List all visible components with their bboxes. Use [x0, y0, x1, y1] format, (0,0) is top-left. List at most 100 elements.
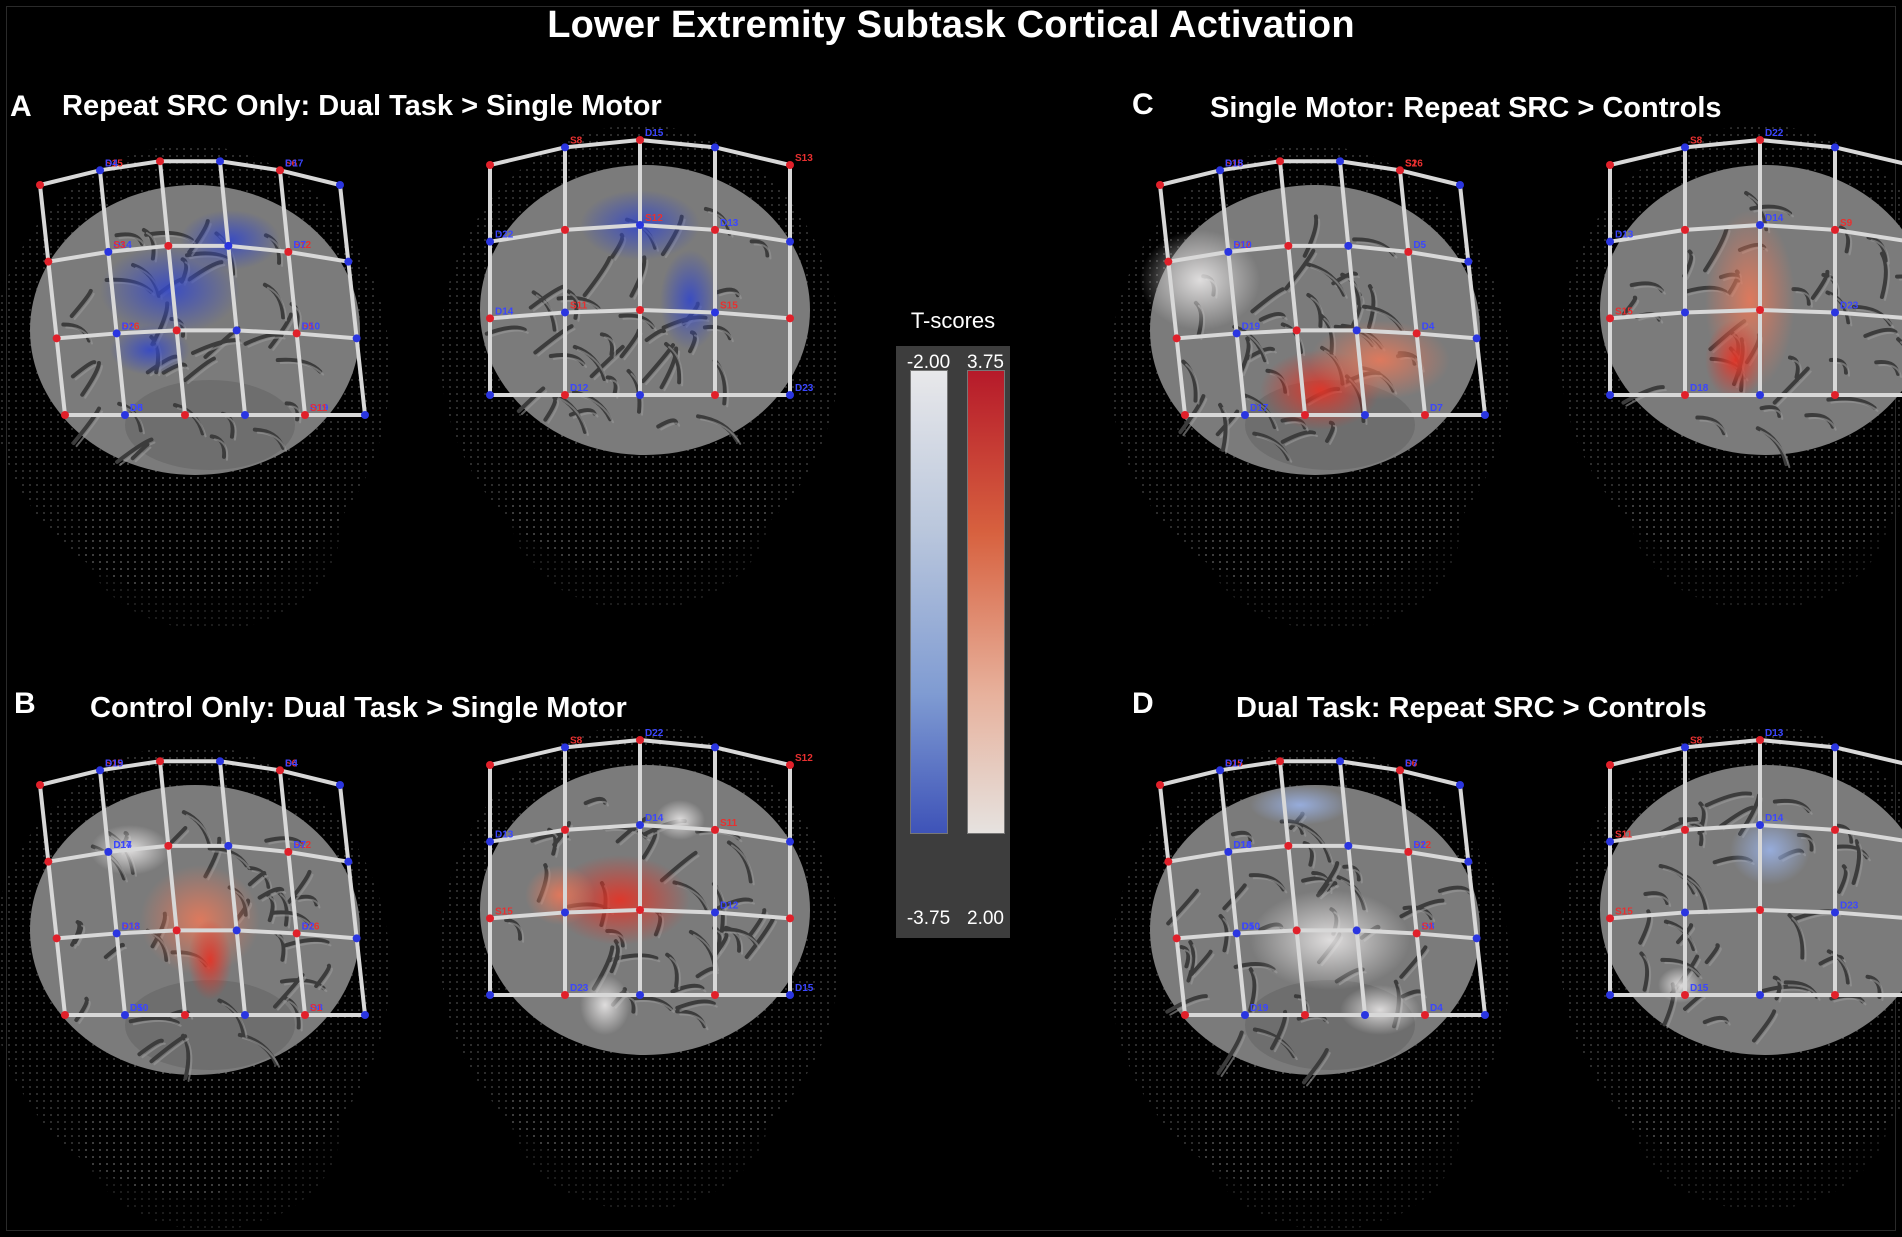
neck-mesh: [80, 430, 340, 630]
gyrus-highlight: [1855, 843, 1864, 887]
source-optode: [1756, 136, 1764, 144]
gyrus-highlight: [699, 832, 743, 843]
source-optode: [1396, 766, 1404, 775]
optode-label: D15: [645, 128, 664, 139]
gyrus-highlight: [1306, 1052, 1331, 1087]
sulcus: [69, 288, 93, 318]
optode-label: D2: [1413, 840, 1426, 851]
optode-channel: [1356, 328, 1417, 336]
detector-optode: [112, 329, 121, 338]
source-optode: [1301, 1011, 1309, 1019]
sulcus: [1863, 327, 1898, 338]
optode-label: S12: [645, 213, 663, 224]
optode-label: S6: [285, 758, 298, 769]
source-optode: [1284, 241, 1293, 250]
optode-channel: [108, 843, 169, 854]
optode-channel: [39, 768, 101, 787]
optode-label: D23: [795, 383, 814, 394]
neck-mesh: [1630, 1010, 1890, 1210]
colorbar-positive-top-label: 3.75: [967, 352, 1004, 373]
optode-channel: [639, 908, 716, 915]
optode-channel: [288, 249, 349, 264]
activation-region: [1310, 320, 1450, 400]
gyrus-highlight: [1870, 239, 1890, 265]
gyrus-highlight: [1776, 979, 1784, 1003]
source-optode: [1421, 411, 1429, 419]
gyrus-highlight: [645, 832, 660, 862]
optode-channel: [1226, 251, 1239, 334]
source-optode: [561, 225, 569, 234]
gyrus-highlight: [718, 291, 742, 300]
detector-optode: [1224, 247, 1233, 256]
detector-optode: [1606, 237, 1614, 246]
activation-region: [188, 920, 232, 1000]
optode-channel: [236, 328, 297, 336]
optode-label: S1: [310, 1003, 323, 1014]
optode-channel: [294, 933, 307, 1016]
optode-label: D17: [113, 840, 132, 851]
optode-label: S15: [1615, 306, 1633, 317]
source-optode: [1421, 1011, 1429, 1019]
optode-channel: [174, 330, 187, 416]
gyrus-highlight: [247, 336, 286, 348]
optode-channel: [1399, 168, 1461, 187]
sulcus: [169, 826, 188, 844]
source-optode: [1606, 314, 1614, 323]
source-optode: [1276, 757, 1284, 766]
gyrus-highlight: [298, 898, 321, 909]
detector-optode: [1481, 411, 1489, 419]
gyrus-highlight: [1246, 397, 1279, 432]
optode-channel: [1609, 227, 1686, 244]
colorbar-negative-scale: [910, 370, 948, 834]
gyrus-highlight: [279, 893, 291, 929]
sulcus: [749, 239, 770, 258]
source-optode: [1172, 934, 1181, 943]
optode-channel: [1684, 823, 1761, 832]
gyrus-highlight: [1878, 364, 1902, 378]
optode-channel: [46, 861, 59, 939]
gyrus-highlight: [1300, 1017, 1330, 1024]
activation-region: [180, 210, 280, 270]
source-optode: [181, 411, 189, 419]
gyrus-highlight: [277, 976, 307, 1011]
detector-optode: [121, 411, 129, 419]
optode-channel: [1278, 161, 1291, 247]
optode-channel: [294, 333, 307, 416]
source-optode: [1606, 161, 1614, 169]
sulcus: [1879, 251, 1888, 299]
optode-channel: [1474, 338, 1487, 416]
source-optode: [636, 306, 644, 314]
optode-label: D18: [1225, 158, 1244, 169]
optode-label: D7: [293, 840, 306, 851]
detector-optode: [786, 237, 794, 246]
gyrus-highlight: [547, 399, 560, 424]
gyrus-highlight: [153, 1038, 190, 1066]
optode-channel: [1294, 930, 1307, 1016]
gyrus-highlight: [1169, 998, 1210, 1016]
gyrus-highlight: [603, 336, 617, 359]
gyrus-highlight: [1776, 802, 1813, 815]
optode-label: S9: [1840, 218, 1853, 229]
optode-channel: [1609, 827, 1686, 844]
sulcus: [1218, 913, 1229, 953]
gyrus-highlight: [569, 293, 581, 322]
detector-optode: [1224, 847, 1233, 856]
sulcus: [589, 344, 625, 379]
source-optode: [276, 166, 284, 175]
gyrus-highlight: [224, 415, 237, 441]
optode-label: D22: [645, 728, 664, 739]
gyrus-highlight: [1254, 291, 1287, 316]
optode-label: S3: [113, 240, 126, 251]
detector-optode: [361, 1011, 369, 1019]
optode-label: S12: [1233, 240, 1251, 251]
optode-label: D13: [720, 218, 739, 229]
sulcus: [115, 437, 154, 464]
activation-region: [1705, 320, 1765, 400]
activation-region: [580, 975, 630, 1035]
optode-channel: [174, 930, 187, 1016]
source-optode: [561, 391, 569, 399]
detector-optode: [104, 247, 113, 256]
gyrus-highlight: [1633, 285, 1666, 295]
gyrus-highlight: [1226, 887, 1249, 913]
